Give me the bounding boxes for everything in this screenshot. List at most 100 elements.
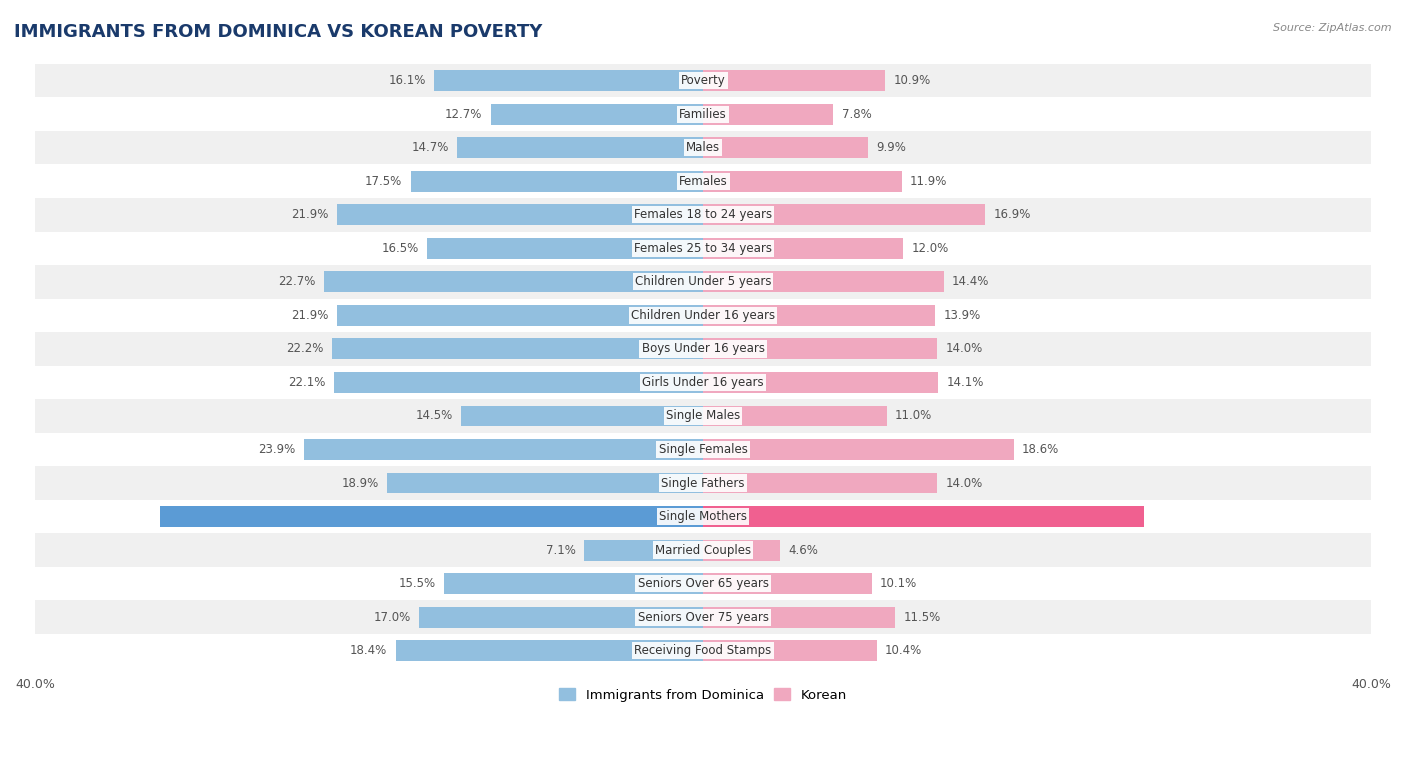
Text: Married Couples: Married Couples — [655, 543, 751, 556]
Text: 15.5%: 15.5% — [399, 577, 436, 590]
Text: Receiving Food Stamps: Receiving Food Stamps — [634, 644, 772, 657]
Bar — [703, 339, 936, 359]
Bar — [703, 473, 936, 493]
Bar — [427, 238, 703, 258]
Text: Seniors Over 75 years: Seniors Over 75 years — [637, 611, 769, 624]
Bar — [35, 534, 1371, 567]
Text: 16.9%: 16.9% — [994, 208, 1031, 221]
Bar — [703, 305, 935, 326]
Bar — [703, 439, 1014, 460]
Bar — [703, 573, 872, 594]
Bar — [35, 131, 1371, 164]
Text: 23.9%: 23.9% — [259, 443, 295, 456]
Bar — [35, 567, 1371, 600]
Bar — [703, 506, 1144, 527]
Text: 7.1%: 7.1% — [546, 543, 576, 556]
Text: Females 25 to 34 years: Females 25 to 34 years — [634, 242, 772, 255]
Bar — [35, 634, 1371, 668]
Text: Females 18 to 24 years: Females 18 to 24 years — [634, 208, 772, 221]
Bar — [703, 104, 834, 124]
Text: 18.4%: 18.4% — [350, 644, 387, 657]
Bar — [35, 365, 1371, 399]
Bar — [703, 540, 780, 560]
Text: Single Fathers: Single Fathers — [661, 477, 745, 490]
Text: 32.5%: 32.5% — [115, 510, 152, 523]
Text: 17.5%: 17.5% — [366, 174, 402, 188]
Text: 14.4%: 14.4% — [952, 275, 990, 288]
Bar — [160, 506, 703, 527]
Bar — [585, 540, 703, 560]
Text: 12.0%: 12.0% — [911, 242, 949, 255]
Legend: Immigrants from Dominica, Korean: Immigrants from Dominica, Korean — [554, 683, 852, 707]
Text: 26.4%: 26.4% — [1153, 510, 1189, 523]
Bar — [703, 271, 943, 293]
Bar — [457, 137, 703, 158]
Text: Children Under 5 years: Children Under 5 years — [634, 275, 772, 288]
Text: 22.1%: 22.1% — [288, 376, 326, 389]
Text: Girls Under 16 years: Girls Under 16 years — [643, 376, 763, 389]
Text: 10.1%: 10.1% — [880, 577, 917, 590]
Bar — [35, 97, 1371, 131]
Text: 12.7%: 12.7% — [446, 108, 482, 121]
Bar — [323, 271, 703, 293]
Text: 11.0%: 11.0% — [896, 409, 932, 422]
Bar — [35, 64, 1371, 97]
Text: 22.7%: 22.7% — [278, 275, 315, 288]
Bar — [35, 265, 1371, 299]
Text: 21.9%: 21.9% — [291, 309, 329, 322]
Text: Source: ZipAtlas.com: Source: ZipAtlas.com — [1274, 23, 1392, 33]
Bar — [35, 299, 1371, 332]
Text: Females: Females — [679, 174, 727, 188]
Bar — [35, 399, 1371, 433]
Bar — [419, 607, 703, 628]
Text: 14.1%: 14.1% — [946, 376, 984, 389]
Text: Single Mothers: Single Mothers — [659, 510, 747, 523]
Text: 14.5%: 14.5% — [415, 409, 453, 422]
Bar — [35, 231, 1371, 265]
Text: Children Under 16 years: Children Under 16 years — [631, 309, 775, 322]
Bar — [333, 372, 703, 393]
Bar — [703, 238, 904, 258]
Text: 13.9%: 13.9% — [943, 309, 981, 322]
Text: Boys Under 16 years: Boys Under 16 years — [641, 343, 765, 356]
Bar — [35, 500, 1371, 534]
Text: 11.5%: 11.5% — [904, 611, 941, 624]
Text: IMMIGRANTS FROM DOMINICA VS KOREAN POVERTY: IMMIGRANTS FROM DOMINICA VS KOREAN POVER… — [14, 23, 543, 41]
Bar — [337, 305, 703, 326]
Bar — [35, 164, 1371, 198]
Bar — [35, 198, 1371, 231]
Text: Poverty: Poverty — [681, 74, 725, 87]
Text: 14.0%: 14.0% — [945, 477, 983, 490]
Bar — [703, 641, 877, 661]
Bar — [304, 439, 703, 460]
Bar — [703, 171, 901, 192]
Text: 16.5%: 16.5% — [382, 242, 419, 255]
Bar — [337, 205, 703, 225]
Bar — [35, 466, 1371, 500]
Text: 14.7%: 14.7% — [412, 141, 449, 154]
Text: 4.6%: 4.6% — [789, 543, 818, 556]
Text: 9.9%: 9.9% — [877, 141, 907, 154]
Text: 10.9%: 10.9% — [893, 74, 931, 87]
Bar — [395, 641, 703, 661]
Text: Single Males: Single Males — [666, 409, 740, 422]
Text: 16.1%: 16.1% — [388, 74, 426, 87]
Bar — [703, 137, 869, 158]
Bar — [491, 104, 703, 124]
Text: Seniors Over 65 years: Seniors Over 65 years — [637, 577, 769, 590]
Text: Single Females: Single Females — [658, 443, 748, 456]
Text: 14.0%: 14.0% — [945, 343, 983, 356]
Bar — [434, 70, 703, 91]
Bar — [461, 406, 703, 426]
Bar — [703, 406, 887, 426]
Bar — [703, 205, 986, 225]
Text: 7.8%: 7.8% — [842, 108, 872, 121]
Bar — [411, 171, 703, 192]
Bar — [444, 573, 703, 594]
Bar — [703, 607, 896, 628]
Bar — [703, 372, 938, 393]
Text: 10.4%: 10.4% — [884, 644, 922, 657]
Text: 18.6%: 18.6% — [1022, 443, 1059, 456]
Text: 21.9%: 21.9% — [291, 208, 329, 221]
Bar — [387, 473, 703, 493]
